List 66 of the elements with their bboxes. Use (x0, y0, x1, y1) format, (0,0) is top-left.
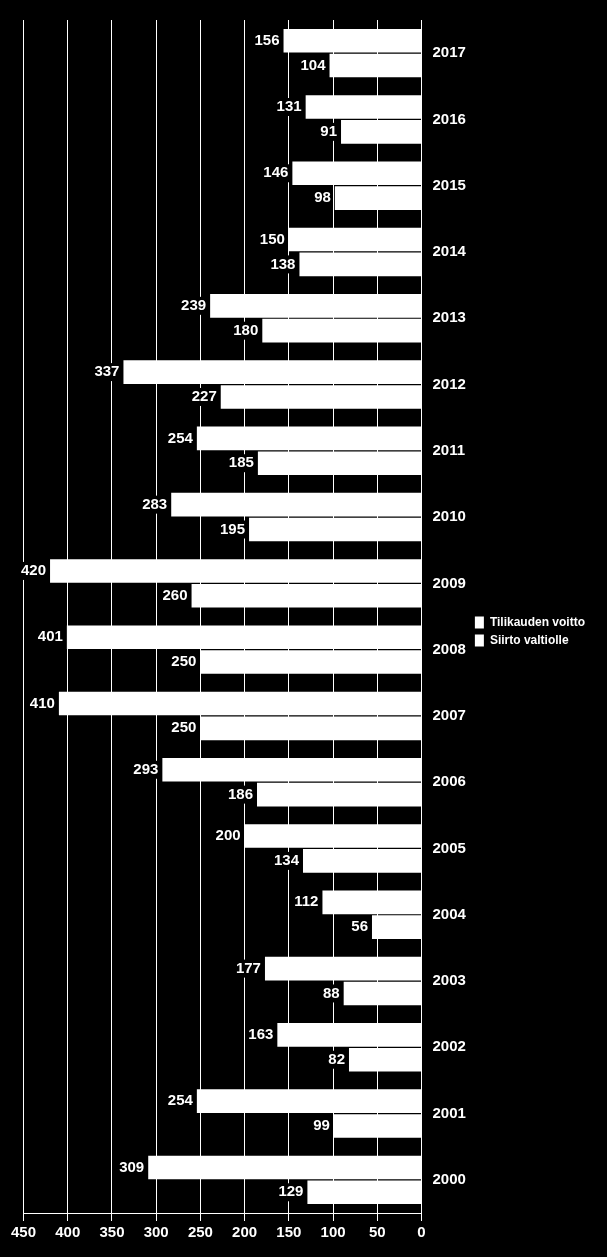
x-tick-label: 200 (232, 1223, 258, 1241)
x-tick-label: 150 (276, 1223, 302, 1241)
y-tick-label: 2000 (432, 1170, 466, 1187)
y-tick-label: 2013 (432, 308, 466, 326)
data-label: 254 (167, 428, 194, 446)
data-label: 88 (322, 983, 340, 1001)
x-tick-label: 250 (187, 1223, 213, 1241)
y-tick-label: 2016 (432, 109, 466, 127)
y-tick-label: 2010 (432, 507, 466, 525)
y-tick-label: 2011 (432, 440, 466, 458)
data-label: 309 (119, 1157, 145, 1175)
y-tick-label: 2004 (432, 904, 467, 922)
x-tick-label: 450 (11, 1223, 37, 1241)
data-label: 250 (171, 652, 197, 670)
data-label: 150 (259, 229, 285, 247)
y-tick-label: 2008 (432, 639, 466, 657)
data-label: 337 (94, 362, 120, 380)
data-label: 104 (300, 55, 327, 73)
y-tick-label: 2003 (432, 971, 466, 989)
y-tick-label: 2006 (432, 772, 466, 790)
data-label: 82 (328, 1049, 345, 1067)
data-label: 91 (320, 121, 338, 139)
y-tick-label: 2009 (432, 573, 466, 591)
legend-label: Siirto valtiolle (489, 632, 569, 647)
x-tick-label: 50 (368, 1223, 386, 1241)
data-label: 195 (220, 519, 246, 537)
y-tick-label: 2002 (432, 1037, 466, 1055)
data-label: 283 (142, 494, 168, 512)
data-label: 99 (313, 1116, 330, 1134)
y-tick-label: 2001 (432, 1103, 466, 1121)
data-label: 177 (235, 958, 261, 976)
data-label: 250 (171, 718, 197, 736)
y-tick-label: 2007 (432, 706, 466, 724)
data-label: 156 (254, 30, 280, 48)
data-label: 401 (37, 627, 63, 645)
data-label: 410 (29, 693, 55, 711)
x-tick-label: 0 (417, 1223, 426, 1241)
data-label: 200 (215, 826, 241, 844)
data-label: 112 (294, 892, 319, 910)
legend-label: Tilikauden voitto (489, 614, 585, 629)
x-tick-label: 300 (143, 1223, 169, 1241)
data-label: 146 (263, 163, 289, 181)
y-tick-label: 2017 (432, 43, 466, 61)
data-label: 239 (181, 295, 207, 313)
data-label: 138 (270, 254, 296, 272)
data-label: 420 (21, 561, 47, 579)
data-label: 293 (133, 759, 159, 777)
y-tick-label: 2015 (432, 175, 466, 193)
data-label: 129 (278, 1182, 304, 1200)
data-label: 134 (273, 851, 300, 869)
data-label: 254 (167, 1091, 194, 1109)
x-tick-label: 350 (99, 1223, 125, 1241)
x-tick-label: 100 (320, 1223, 346, 1241)
x-tick-label: 400 (55, 1223, 81, 1241)
y-tick-label: 2014 (432, 242, 467, 260)
data-label: 185 (228, 453, 254, 471)
data-label: 131 (276, 97, 302, 115)
data-label: 260 (162, 585, 188, 603)
data-label: 98 (314, 188, 331, 206)
data-label: 56 (351, 917, 368, 935)
data-label: 180 (233, 320, 259, 338)
y-tick-label: 2012 (432, 374, 466, 392)
y-tick-label: 2005 (432, 838, 466, 856)
data-label: 227 (191, 387, 217, 405)
data-label: 186 (227, 784, 253, 802)
data-label: 163 (248, 1025, 274, 1043)
